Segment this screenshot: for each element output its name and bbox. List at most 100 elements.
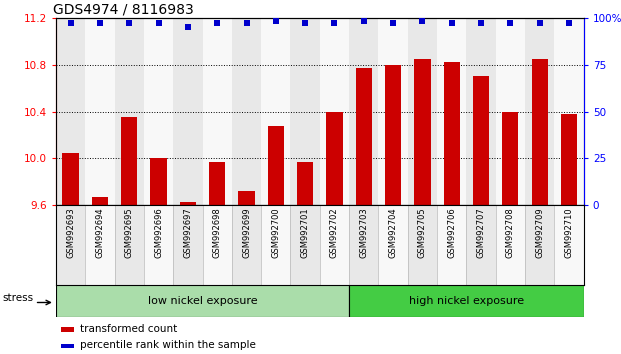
Bar xyxy=(238,191,255,205)
Bar xyxy=(150,159,166,205)
Text: GSM992699: GSM992699 xyxy=(242,208,251,258)
Bar xyxy=(114,18,144,205)
Text: GSM992705: GSM992705 xyxy=(418,208,427,258)
Bar xyxy=(320,205,349,285)
Bar xyxy=(144,205,173,285)
Bar xyxy=(232,205,261,285)
Bar xyxy=(320,18,349,205)
Text: GSM992702: GSM992702 xyxy=(330,208,339,258)
Bar xyxy=(173,205,202,285)
Text: GSM992698: GSM992698 xyxy=(212,208,222,258)
Bar xyxy=(349,285,584,317)
Bar xyxy=(466,205,496,285)
Text: GDS4974 / 8116983: GDS4974 / 8116983 xyxy=(53,2,194,17)
Bar xyxy=(61,327,75,332)
Bar xyxy=(437,205,466,285)
Text: GSM992703: GSM992703 xyxy=(360,208,368,258)
Bar xyxy=(56,285,349,317)
Bar xyxy=(56,18,85,205)
Bar xyxy=(466,18,496,205)
Bar xyxy=(414,59,430,205)
Bar xyxy=(525,18,555,205)
Bar xyxy=(532,59,548,205)
Bar xyxy=(561,114,577,205)
Bar xyxy=(261,205,291,285)
Point xyxy=(271,19,281,24)
Text: GSM992704: GSM992704 xyxy=(389,208,397,258)
Bar xyxy=(63,153,79,205)
Bar xyxy=(555,18,584,205)
Text: GSM992709: GSM992709 xyxy=(535,208,544,258)
Point xyxy=(124,21,134,26)
Point xyxy=(242,21,252,26)
Bar xyxy=(349,18,378,205)
Bar xyxy=(496,18,525,205)
Bar xyxy=(437,18,466,205)
Bar xyxy=(121,118,137,205)
Text: GSM992693: GSM992693 xyxy=(66,208,75,258)
Bar xyxy=(356,68,372,205)
Point xyxy=(388,21,398,26)
Text: GSM992708: GSM992708 xyxy=(506,208,515,258)
Text: GSM992696: GSM992696 xyxy=(154,208,163,258)
Text: GSM992710: GSM992710 xyxy=(564,208,574,258)
Point xyxy=(535,21,545,26)
Bar xyxy=(502,112,519,205)
Text: stress: stress xyxy=(3,293,34,303)
Bar xyxy=(408,18,437,205)
Point xyxy=(330,21,340,26)
Text: GSM992695: GSM992695 xyxy=(125,208,134,258)
Point xyxy=(183,24,193,30)
Bar xyxy=(114,205,144,285)
Bar xyxy=(85,205,114,285)
Point xyxy=(417,19,427,24)
Text: GSM992694: GSM992694 xyxy=(96,208,104,258)
Point xyxy=(505,21,515,26)
Text: GSM992701: GSM992701 xyxy=(301,208,310,258)
Text: GSM992706: GSM992706 xyxy=(447,208,456,258)
Point xyxy=(564,21,574,26)
Bar xyxy=(261,18,291,205)
Bar xyxy=(349,205,378,285)
Point xyxy=(66,21,76,26)
Bar xyxy=(92,197,108,205)
Text: low nickel exposure: low nickel exposure xyxy=(148,296,257,306)
Bar xyxy=(291,205,320,285)
Point xyxy=(359,19,369,24)
Text: GSM992697: GSM992697 xyxy=(183,208,193,258)
Bar xyxy=(268,126,284,205)
Bar xyxy=(473,76,489,205)
Text: GSM992700: GSM992700 xyxy=(271,208,280,258)
Bar xyxy=(327,112,343,205)
Bar xyxy=(385,65,401,205)
Bar xyxy=(378,205,408,285)
Bar xyxy=(61,344,75,348)
Bar xyxy=(85,18,114,205)
Bar xyxy=(144,18,173,205)
Bar xyxy=(444,62,460,205)
Bar xyxy=(297,162,313,205)
Bar xyxy=(408,205,437,285)
Bar xyxy=(209,162,225,205)
Point xyxy=(212,21,222,26)
Bar xyxy=(525,205,555,285)
Bar xyxy=(202,205,232,285)
Bar xyxy=(555,205,584,285)
Bar xyxy=(180,202,196,205)
Bar xyxy=(291,18,320,205)
Point xyxy=(446,21,456,26)
Text: transformed count: transformed count xyxy=(79,324,177,334)
Bar xyxy=(232,18,261,205)
Text: high nickel exposure: high nickel exposure xyxy=(409,296,524,306)
Point xyxy=(153,21,163,26)
Point xyxy=(476,21,486,26)
Bar xyxy=(496,205,525,285)
Bar xyxy=(173,18,202,205)
Text: percentile rank within the sample: percentile rank within the sample xyxy=(79,340,255,350)
Text: GSM992707: GSM992707 xyxy=(476,208,486,258)
Bar xyxy=(202,18,232,205)
Point xyxy=(300,21,310,26)
Bar xyxy=(378,18,408,205)
Bar xyxy=(56,205,85,285)
Point xyxy=(95,21,105,26)
